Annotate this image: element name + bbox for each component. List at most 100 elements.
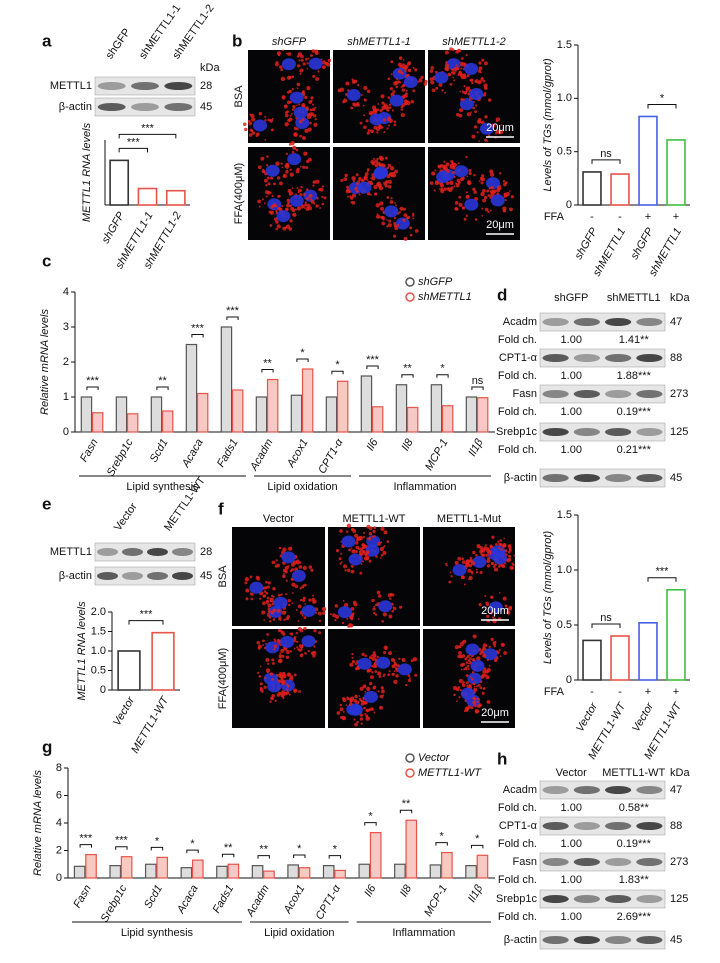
lipid-dot [276,51,281,56]
significance-label: * [297,843,302,855]
bar [85,854,97,879]
lipid-dot [393,670,396,672]
row-label: METTL1 [50,80,92,92]
lipid-dot [394,663,398,667]
group-label: Lipid oxidation [267,481,337,493]
lipid-dot [273,644,278,648]
blot-band [542,318,569,326]
lipid-dot [376,157,379,161]
significance-bracket [191,334,204,338]
lipid-dot [378,543,380,545]
lipid-dot [412,657,418,662]
lipid-dot [279,65,283,69]
nucleus [454,165,469,178]
bar [371,406,384,433]
lipid-dot [340,552,343,555]
lipid-dot [342,600,345,602]
lipid-dot [388,219,392,223]
lipid-dot [449,571,452,574]
lipid-dot [270,696,274,701]
lipid-dot [267,610,271,614]
column-label: METTL1-Mut [437,513,501,525]
blot-strip [539,312,666,332]
lipid-dot [377,103,380,105]
nucleus [397,663,412,676]
lipid-dot [285,692,288,694]
lipid-dot [298,59,301,62]
lipid-dot [451,48,455,52]
lipid-dot [397,80,401,84]
kda-label: 45 [670,934,682,946]
lipid-dot [486,189,490,193]
lipid-dot [378,186,384,191]
lipid-dot [483,61,488,66]
lipid-dot [503,537,506,540]
lipid-dot [297,206,299,209]
lipid-dot [399,206,404,211]
lipid-dot [315,179,320,184]
lipid-dot [388,614,393,619]
bar [582,639,602,681]
lipid-dot [292,213,296,217]
lipid-dot [277,594,281,597]
nucleus [281,58,296,71]
lipid-dot [299,134,302,138]
lipid-dot [457,74,460,76]
lipid-dot [272,586,276,591]
lipid-dot [504,604,508,608]
blot-strip [94,542,196,562]
lipid-dot [380,526,385,532]
lipid-dot [266,176,270,180]
lipid-dot [266,599,270,603]
lipid-dot [423,82,428,86]
lipid-dot [443,187,447,191]
column-label: shGFP [272,36,307,48]
lipid-dot [366,131,370,135]
lipid-dot [446,187,451,191]
bar [115,396,128,433]
row-label: CPT1-α [499,820,538,832]
lipid-dot [478,61,482,65]
lipid-dot [387,96,391,100]
blot-strip [539,852,666,872]
lipid-dot [382,218,385,221]
lipid-dot [280,68,283,72]
lipid-dot [480,71,482,74]
fold-value: 1.88*** [617,370,652,382]
lipid-dot [466,664,470,668]
significance-label: ** [158,375,167,387]
lipid-dot [439,182,444,187]
lipid-dot [455,64,458,67]
bar [185,343,198,433]
legend-marker [405,753,415,763]
lipid-dot [302,596,306,600]
nucleus [357,181,372,194]
lipid-dot [482,688,485,690]
lipid-dot [345,81,350,86]
lipid-dot [292,560,298,565]
lipid-dot [296,187,299,190]
lipid-dot [460,67,463,70]
lipid-dot [327,58,332,63]
lipid-dot [310,568,314,572]
lipid-dot [408,677,411,680]
significance-bracket [118,133,177,139]
nucleus [289,194,304,207]
lipid-dot [308,565,313,569]
lipid-dot [345,530,349,534]
blot-band [573,786,600,794]
lipid-dot [458,651,463,655]
fold-value: 1.00 [561,444,582,456]
lipid-dot [353,602,358,607]
lipid-dot [321,60,326,65]
lipid-dot [348,623,353,628]
unit-label: kDa [670,767,690,779]
lipid-dot [349,195,352,198]
bar [180,867,193,879]
lipid-dot [372,612,376,615]
bar [109,865,122,879]
lipid-dot [471,572,474,575]
lipid-dot [431,88,436,93]
lipid-dot [282,632,286,636]
lipid-dot [287,118,291,123]
